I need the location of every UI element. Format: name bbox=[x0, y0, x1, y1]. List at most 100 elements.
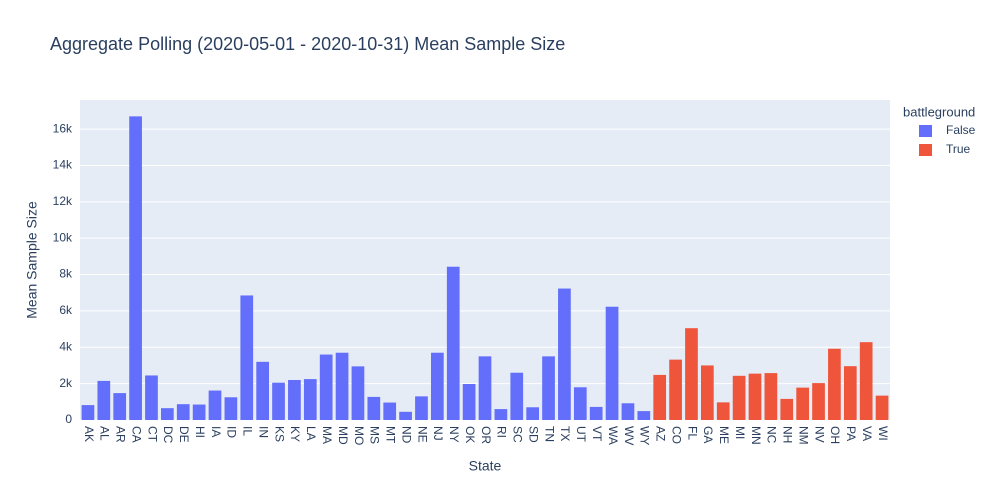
x-tick-label: VA bbox=[860, 426, 874, 441]
x-tick-label: GA bbox=[701, 426, 715, 443]
bar bbox=[510, 372, 524, 420]
x-tick-label: IL bbox=[241, 426, 255, 436]
x-tick-label: KY bbox=[288, 426, 302, 442]
y-tick-label: 8k bbox=[59, 267, 73, 281]
x-tick-label: CA bbox=[129, 426, 143, 443]
bar bbox=[859, 342, 873, 420]
y-tick-label: 14k bbox=[53, 158, 73, 172]
x-tick-label: RI bbox=[495, 426, 509, 438]
y-tick-label: 12k bbox=[53, 194, 73, 208]
legend-label: True bbox=[946, 142, 971, 156]
bar bbox=[653, 374, 667, 420]
bar bbox=[256, 361, 269, 420]
x-tick-label: NY bbox=[447, 426, 461, 443]
bar bbox=[161, 408, 174, 420]
x-tick-label: MI bbox=[733, 426, 747, 439]
bar bbox=[843, 366, 857, 420]
x-tick-label: PA bbox=[844, 426, 858, 441]
x-tick-label: AK bbox=[82, 426, 96, 442]
bar bbox=[669, 359, 682, 420]
bar bbox=[589, 406, 603, 420]
x-tick-label: VT bbox=[590, 426, 604, 442]
x-tick-label: AR bbox=[114, 426, 128, 443]
y-tick-label: 6k bbox=[59, 303, 73, 317]
legend-title: battleground bbox=[903, 104, 975, 119]
x-tick-label: UT bbox=[574, 426, 588, 443]
x-tick-label: MO bbox=[352, 426, 366, 445]
x-tick-label: AZ bbox=[654, 426, 668, 441]
bar bbox=[303, 379, 317, 420]
bar bbox=[462, 384, 476, 420]
x-tick-label: CO bbox=[669, 426, 683, 444]
bar bbox=[526, 407, 539, 420]
bar bbox=[558, 288, 571, 420]
bar bbox=[796, 387, 809, 420]
bar bbox=[288, 380, 301, 420]
x-tick-label: KS bbox=[272, 426, 286, 442]
bar bbox=[605, 306, 619, 420]
y-tick-label: 2k bbox=[59, 376, 73, 390]
x-tick-label: SD bbox=[526, 426, 540, 443]
bar bbox=[764, 373, 778, 420]
bar bbox=[573, 387, 587, 420]
bar bbox=[415, 396, 428, 420]
x-tick-label: LA bbox=[304, 426, 318, 441]
bar bbox=[97, 380, 111, 420]
x-tick-label: IN bbox=[256, 426, 270, 438]
x-tick-label: WI bbox=[876, 426, 890, 441]
bar bbox=[383, 402, 397, 420]
legend-label: False bbox=[946, 123, 976, 137]
x-tick-label: AL bbox=[98, 426, 112, 441]
x-tick-label: SC bbox=[511, 426, 525, 443]
x-tick-label: MD bbox=[336, 426, 350, 445]
bar bbox=[367, 396, 381, 420]
bar bbox=[685, 328, 698, 420]
x-tick-label: DC bbox=[161, 426, 175, 444]
x-tick-label: TN bbox=[542, 426, 556, 442]
x-axis-title: State bbox=[469, 458, 502, 474]
bar bbox=[780, 398, 794, 420]
x-tick-label: NC bbox=[765, 426, 779, 444]
x-tick-label: MN bbox=[749, 426, 763, 445]
bar bbox=[224, 397, 238, 420]
x-tick-label: ME bbox=[717, 426, 731, 444]
bar bbox=[192, 404, 206, 420]
x-tick-label: NJ bbox=[431, 426, 445, 441]
bar bbox=[113, 393, 127, 420]
bar bbox=[716, 402, 730, 420]
bar bbox=[351, 366, 365, 420]
bar bbox=[748, 373, 762, 420]
y-tick-label: 16k bbox=[53, 121, 73, 135]
bar bbox=[732, 375, 746, 420]
bar bbox=[828, 348, 841, 420]
x-tick-label: MS bbox=[368, 426, 382, 444]
bar bbox=[145, 375, 158, 420]
bar bbox=[621, 403, 635, 420]
bar bbox=[208, 390, 222, 420]
bar bbox=[701, 365, 714, 420]
bar bbox=[272, 382, 285, 420]
x-tick-label: DE bbox=[177, 426, 191, 443]
bar bbox=[812, 383, 825, 420]
bar bbox=[875, 395, 889, 420]
bar bbox=[431, 352, 444, 420]
x-tick-label: TX bbox=[558, 426, 572, 441]
x-tick-label: WY bbox=[638, 426, 652, 445]
x-tick-label: NV bbox=[812, 426, 826, 443]
y-tick-label: 4k bbox=[59, 339, 73, 353]
x-tick-label: OH bbox=[828, 426, 842, 444]
bar bbox=[542, 356, 555, 420]
legend-swatch bbox=[919, 144, 932, 156]
legend-swatch bbox=[919, 125, 932, 137]
bar bbox=[129, 116, 142, 420]
bar bbox=[478, 356, 492, 420]
x-tick-label: FL bbox=[685, 426, 699, 440]
chart-title: Aggregate Polling (2020-05-01 - 2020-10-… bbox=[50, 34, 565, 54]
x-tick-label: OK bbox=[463, 426, 477, 443]
x-tick-label: IA bbox=[209, 426, 223, 437]
bar bbox=[494, 409, 508, 420]
x-tick-label: MT bbox=[384, 426, 398, 444]
x-tick-label: CT bbox=[145, 426, 159, 443]
bar bbox=[637, 411, 651, 420]
